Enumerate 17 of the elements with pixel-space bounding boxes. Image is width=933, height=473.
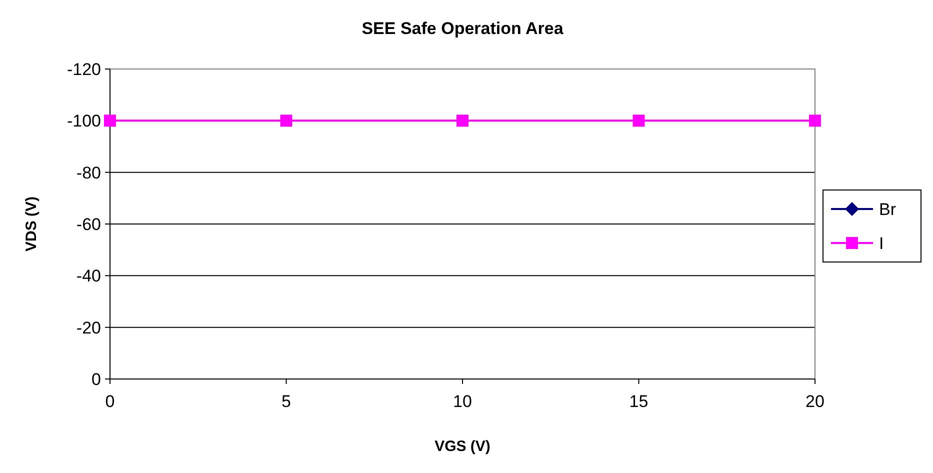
x-tick-label: 10	[453, 392, 472, 411]
chart-title: SEE Safe Operation Area	[362, 19, 564, 38]
x-tick-label: 0	[105, 392, 115, 411]
x-tick-label: 15	[629, 392, 648, 411]
x-tick-label: 5	[282, 392, 291, 411]
y-tick-label: -60	[76, 215, 101, 234]
legend-label: Br	[879, 200, 896, 219]
y-tick-label: 0	[92, 370, 101, 389]
y-tick-label: -80	[76, 163, 101, 182]
x-axis-title: VGS (V)	[434, 438, 490, 455]
y-tick-label: -100	[66, 112, 101, 131]
y-tick-label: -40	[76, 266, 101, 286]
y-axis-title: VDS (V)	[23, 196, 40, 252]
y-tick-label: -20	[76, 318, 101, 338]
x-tick-label: 20	[806, 392, 824, 411]
y-tick-label: -120	[66, 60, 101, 79]
legend-label: I	[879, 234, 884, 253]
